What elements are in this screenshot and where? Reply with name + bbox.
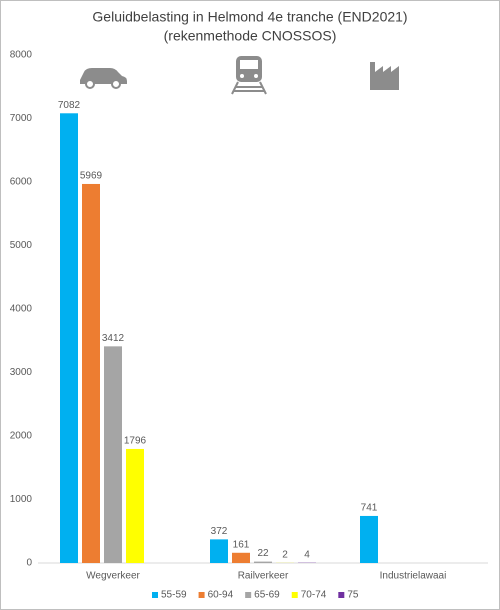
legend-label: 60-94 [208,590,234,601]
data-label: 161 [233,539,250,550]
x-tick-label: Railverkeer [238,571,289,582]
data-label: 3412 [102,333,125,344]
factory-icon [370,62,399,90]
y-tick-label: 1000 [10,494,33,505]
legend-swatch [291,592,298,598]
y-tick-label: 8000 [10,50,33,61]
data-label: 22 [257,548,269,559]
y-tick-label: 0 [26,558,32,569]
data-label: 4 [304,549,310,560]
bar [60,113,78,563]
legend-swatch [338,592,345,598]
chart-title: Geluidbelasting in Helmond 4e tranche (E… [92,9,407,25]
chart-subtitle: (rekenmethode CNOSSOS) [164,28,337,44]
data-label: 2 [282,550,288,561]
bar [254,561,272,563]
legend-swatch [245,592,252,598]
y-tick-label: 6000 [10,177,33,188]
data-label: 7082 [58,100,81,111]
data-label: 1796 [124,436,147,447]
data-label: 741 [361,503,378,514]
legend-swatch [152,592,158,598]
y-tick-label: 5000 [10,240,33,251]
bar [82,183,100,563]
y-tick-label: 4000 [10,304,33,315]
legend-label: 55-59 [161,590,187,601]
car-icon [80,68,127,89]
legend-label: 65-69 [254,590,280,601]
train-icon [231,56,267,95]
legend-label: 70-74 [301,590,327,601]
x-tick-label: Industrielawaai [380,571,447,582]
data-label: 372 [211,526,228,537]
legend-swatch [198,592,205,598]
bar [210,539,228,563]
bar [360,515,378,563]
bar [126,448,144,563]
bar [104,346,122,563]
y-tick-label: 7000 [10,113,33,124]
legend-label: 75 [347,590,359,601]
x-tick-label: Wegverkeer [86,571,140,582]
y-tick-label: 2000 [10,431,33,442]
data-label: 5969 [80,171,103,182]
y-tick-label: 3000 [10,367,33,378]
bar [232,552,250,563]
